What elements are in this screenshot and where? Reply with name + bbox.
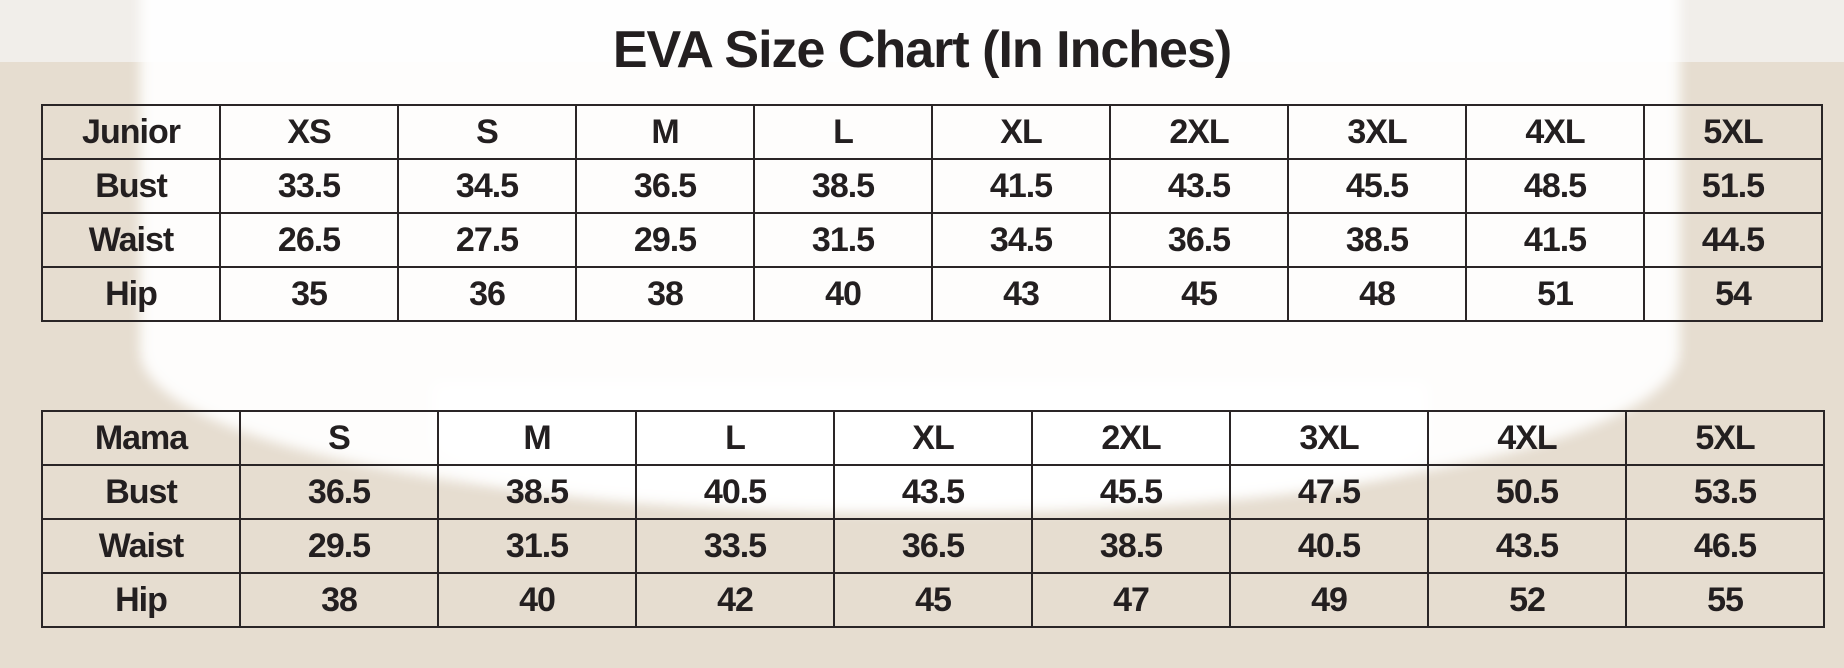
table-cell: 40.5 [635,464,835,520]
size-header-cell: 5XL [1625,410,1825,466]
table-cell: 36.5 [575,158,755,214]
table-cell: 33.5 [219,158,399,214]
table-row: Hip 38 40 42 45 47 49 52 55 [41,572,1825,628]
measurement-label: Waist [41,518,241,574]
size-header-cell: M [575,104,755,160]
table-cell: 51 [1465,266,1645,322]
table-row: Waist 29.5 31.5 33.5 36.5 38.5 40.5 43.5 46.5 [41,518,1825,574]
table-cell: 45.5 [1287,158,1467,214]
table-cell: 29.5 [575,212,755,268]
size-header-cell: L [635,410,835,466]
table-cell: 34.5 [397,158,577,214]
table-row: Waist 26.5 27.5 29.5 31.5 34.5 36.5 38.5 41.5 44.… [41,212,1823,268]
table-cell: 41.5 [931,158,1111,214]
table-cell: 45 [833,572,1033,628]
table-cell: 49 [1229,572,1429,628]
table-cell: 38 [239,572,439,628]
table-row: Hip 35 36 38 40 43 45 48 51 54 [41,266,1823,322]
header-row: Mama S M L XL 2XL 3XL 4XL 5XL [41,410,1825,466]
size-header-cell: 4XL [1465,104,1645,160]
measurement-label: Bust [41,158,221,214]
table-cell: 29.5 [239,518,439,574]
measurement-label: Hip [41,572,241,628]
table-cell: 48.5 [1465,158,1645,214]
table-cell: 36.5 [833,518,1033,574]
table-cell: 41.5 [1465,212,1645,268]
table-cell: 36 [397,266,577,322]
table-cell: 36.5 [239,464,439,520]
table-cell: 38.5 [753,158,933,214]
size-header-cell: XS [219,104,399,160]
junior-size-table: Junior XS S M L XL 2XL 3XL 4XL 5XL Bust 33.5 34.5 36.… [41,104,1823,322]
table-cell: 38 [575,266,755,322]
table-cell: 47.5 [1229,464,1429,520]
table-cell: 53.5 [1625,464,1825,520]
header-row: Junior XS S M L XL 2XL 3XL 4XL 5XL [41,104,1823,160]
table-cell: 43 [931,266,1111,322]
table-cell: 40.5 [1229,518,1429,574]
table-cell: 35 [219,266,399,322]
row-group-label: Junior [41,104,221,160]
table-cell: 54 [1643,266,1823,322]
measurement-label: Hip [41,266,221,322]
table-cell: 38.5 [1287,212,1467,268]
table-cell: 45.5 [1031,464,1231,520]
measurement-label: Bust [41,464,241,520]
table-cell: 38.5 [437,464,637,520]
size-header-cell: S [397,104,577,160]
table-cell: 55 [1625,572,1825,628]
size-header-cell: L [753,104,933,160]
size-header-cell: 3XL [1287,104,1467,160]
table-cell: 45 [1109,266,1289,322]
table-cell: 43.5 [1109,158,1289,214]
size-header-cell: S [239,410,439,466]
size-header-cell: M [437,410,637,466]
table-cell: 47 [1031,572,1231,628]
size-header-cell: XL [931,104,1111,160]
table-cell: 42 [635,572,835,628]
table-cell: 44.5 [1643,212,1823,268]
measurement-label: Waist [41,212,221,268]
table-cell: 27.5 [397,212,577,268]
table-cell: 43.5 [1427,518,1627,574]
size-header-cell: 4XL [1427,410,1627,466]
table-cell: 33.5 [635,518,835,574]
size-header-cell: 3XL [1229,410,1429,466]
table-row: Bust 33.5 34.5 36.5 38.5 41.5 43.5 45.5 48.5 51.5 [41,158,1823,214]
page-title: EVA Size Chart (In Inches) [612,21,1232,79]
table-cell: 31.5 [753,212,933,268]
table-cell: 34.5 [931,212,1111,268]
mama-size-table: Mama S M L XL 2XL 3XL 4XL 5XL Bust 36.5 38.5 40.5 43.… [41,410,1825,628]
table-row: Bust 36.5 38.5 40.5 43.5 45.5 47.5 50.5 53.5 [41,464,1825,520]
table-cell: 50.5 [1427,464,1627,520]
size-header-cell: 2XL [1031,410,1231,466]
table-cell: 52 [1427,572,1627,628]
table-cell: 38.5 [1031,518,1231,574]
size-header-cell: 2XL [1109,104,1289,160]
row-group-label: Mama [41,410,241,466]
table-cell: 48 [1287,266,1467,322]
table-cell: 40 [753,266,933,322]
table-cell: 40 [437,572,637,628]
table-cell: 51.5 [1643,158,1823,214]
table-cell: 36.5 [1109,212,1289,268]
size-header-cell: XL [833,410,1033,466]
table-cell: 31.5 [437,518,637,574]
table-cell: 26.5 [219,212,399,268]
table-cell: 46.5 [1625,518,1825,574]
size-header-cell: 5XL [1643,104,1823,160]
table-cell: 43.5 [833,464,1033,520]
